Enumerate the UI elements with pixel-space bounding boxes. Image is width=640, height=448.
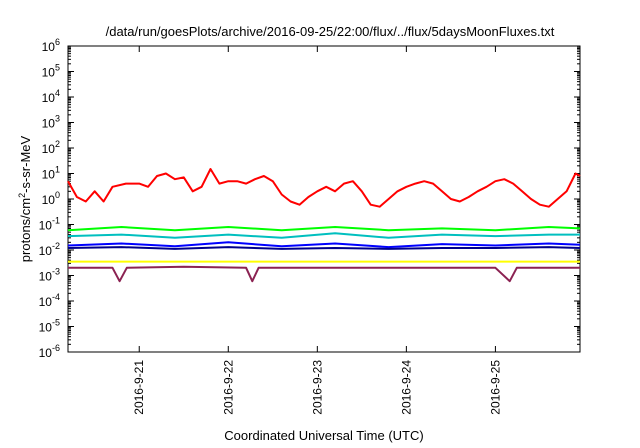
- y-tick-base: 10: [39, 270, 53, 284]
- y-tick-label: 100: [42, 190, 60, 207]
- chart-title: /data/run/goesPlots/archive/2016-09-25/2…: [106, 24, 555, 39]
- y-tick-label: 10-6: [39, 343, 60, 360]
- x-axis: 2016-9-21 2016-9-22 2016-9-23 2016-9-24 2016…: [132, 46, 502, 415]
- y-tick-exponent: -3: [52, 267, 60, 277]
- y-tick-base: 10: [42, 66, 56, 80]
- y-tick-exponent: 4: [55, 88, 60, 98]
- y-tick-exponent: 1: [55, 165, 60, 175]
- y-tick-base: 10: [42, 168, 56, 182]
- y-tick-base: 10: [42, 193, 56, 207]
- y-axis: 10610510410310210110010-110-210-310-410-…: [39, 37, 580, 360]
- y-tick-base: 10: [39, 321, 53, 335]
- y-label-part: -s-sr-MeV: [18, 135, 33, 192]
- y-tick-base: 10: [39, 244, 53, 258]
- y-tick-label: 101: [42, 165, 60, 182]
- x-axis-label: Coordinated Universal Time (UTC): [224, 428, 423, 443]
- y-tick-base: 10: [39, 346, 53, 360]
- y-tick-base: 10: [42, 91, 56, 105]
- y-label-part: protons/cm: [18, 198, 33, 262]
- y-tick-base: 10: [42, 40, 56, 54]
- y-axis-label: protons/cm2-s-sr-MeV: [17, 135, 33, 262]
- x-tick-label: 2016-9-24: [399, 360, 413, 415]
- y-tick-label: 106: [42, 37, 60, 54]
- series-line-7: [68, 265, 580, 283]
- x-tick-label: 2016-9-22: [221, 360, 235, 415]
- y-tick-label: 10-3: [39, 267, 60, 284]
- series-layer: [67, 168, 581, 283]
- y-tick-base: 10: [42, 117, 56, 131]
- y-tick-exponent: -4: [52, 292, 60, 302]
- y-tick-label: 103: [42, 114, 60, 131]
- series-line-1: [67, 168, 581, 208]
- y-tick-exponent: 0: [55, 190, 60, 200]
- y-tick-label: 102: [42, 139, 60, 156]
- y-tick-label: 104: [42, 88, 60, 105]
- y-tick-exponent: -2: [52, 241, 60, 251]
- y-tick-exponent: 3: [55, 114, 60, 124]
- y-tick-label: 10-1: [39, 216, 60, 233]
- y-tick-base: 10: [39, 219, 53, 233]
- y-tick-exponent: 2: [55, 139, 60, 149]
- series-line-5: [67, 246, 581, 250]
- x-tick-label: 2016-9-25: [488, 360, 502, 415]
- plot-area: [67, 45, 581, 353]
- y-tick-exponent: -6: [52, 343, 60, 353]
- y-tick-exponent: -1: [52, 216, 60, 226]
- y-tick-exponent: -5: [52, 318, 60, 328]
- y-tick-label: 10-2: [39, 241, 60, 258]
- y-tick-label: 10-4: [39, 292, 60, 309]
- y-tick-base: 10: [39, 295, 53, 309]
- y-tick-label: 105: [42, 63, 60, 80]
- y-label-exponent: 2: [17, 193, 27, 198]
- y-tick-exponent: 5: [55, 63, 60, 73]
- y-tick-label: 10-5: [39, 318, 60, 335]
- x-tick-label: 2016-9-21: [132, 360, 146, 415]
- x-tick-label: 2016-9-23: [310, 360, 324, 415]
- series-line-3: [67, 232, 580, 239]
- series-line-2: [67, 226, 581, 232]
- y-tick-base: 10: [42, 142, 56, 156]
- series-line-4: [67, 241, 581, 249]
- y-tick-exponent: 6: [55, 37, 60, 47]
